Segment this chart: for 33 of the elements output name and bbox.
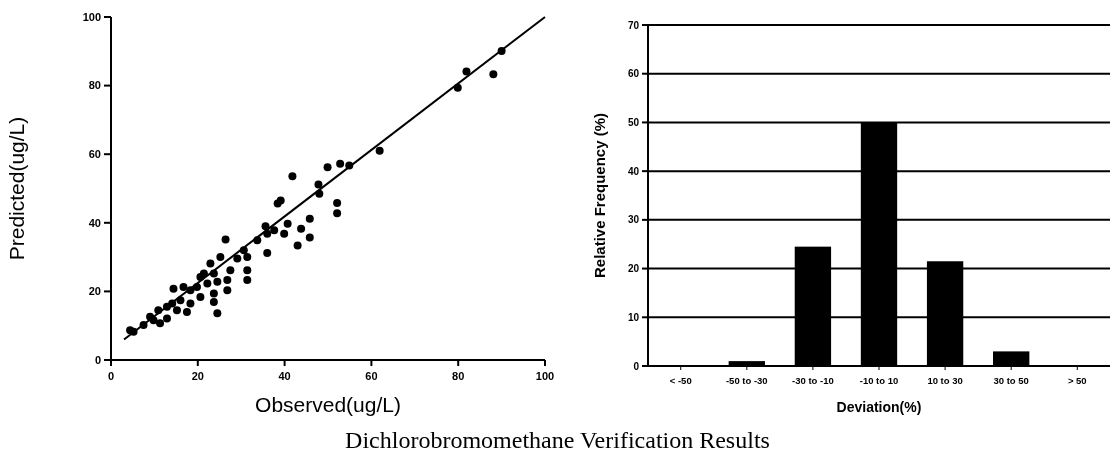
y-tick-label: 60 (627, 68, 640, 80)
y-tick-label: 40 (88, 216, 101, 229)
bar (993, 351, 1030, 366)
y-axis-title: Relative Frequency (%) (591, 112, 608, 279)
x-tick-label: 100 (535, 370, 555, 382)
y-tick-label: 70 (627, 19, 640, 31)
y-tick-label: 100 (82, 10, 101, 23)
x-tick-label: 80 (452, 370, 465, 382)
x-tick-label: 10 to 30 (927, 375, 963, 386)
y-tick-label: 80 (88, 79, 101, 92)
y-tick-label: 30 (627, 214, 640, 226)
y-axis-title: Predicted(ug/L) (5, 116, 28, 261)
y-tick-label: 20 (627, 263, 640, 275)
y-tick-label: 0 (94, 353, 101, 366)
x-tick-label: 20 (191, 370, 204, 382)
x-tick-label: < -50 (669, 375, 692, 386)
x-tick-label: 30 to 50 (993, 375, 1029, 386)
y-tick-label: 50 (627, 116, 640, 128)
y-tick-label: 0 (633, 360, 640, 372)
y-tick-label: 60 (88, 148, 101, 161)
y-tick-label: 20 (88, 285, 101, 298)
x-axis-title: Deviation(%) (836, 399, 922, 415)
x-axis-title: Observed(ug/L) (255, 393, 401, 416)
x-tick-label: -50 to -30 (725, 375, 768, 386)
x-tick-label: > 50 (1067, 375, 1087, 386)
text: Dichlorobromomethane Verification Results (345, 427, 770, 453)
x-tick-label: 40 (278, 370, 291, 382)
x-tick-label: 0 (107, 370, 115, 382)
x-tick-label: 60 (365, 370, 378, 382)
y-tick-label: 10 (627, 311, 640, 323)
x-tick-label: -10 to 10 (859, 375, 899, 386)
y-tick-label: 40 (627, 165, 640, 177)
x-tick-label: -30 to -10 (792, 375, 834, 386)
